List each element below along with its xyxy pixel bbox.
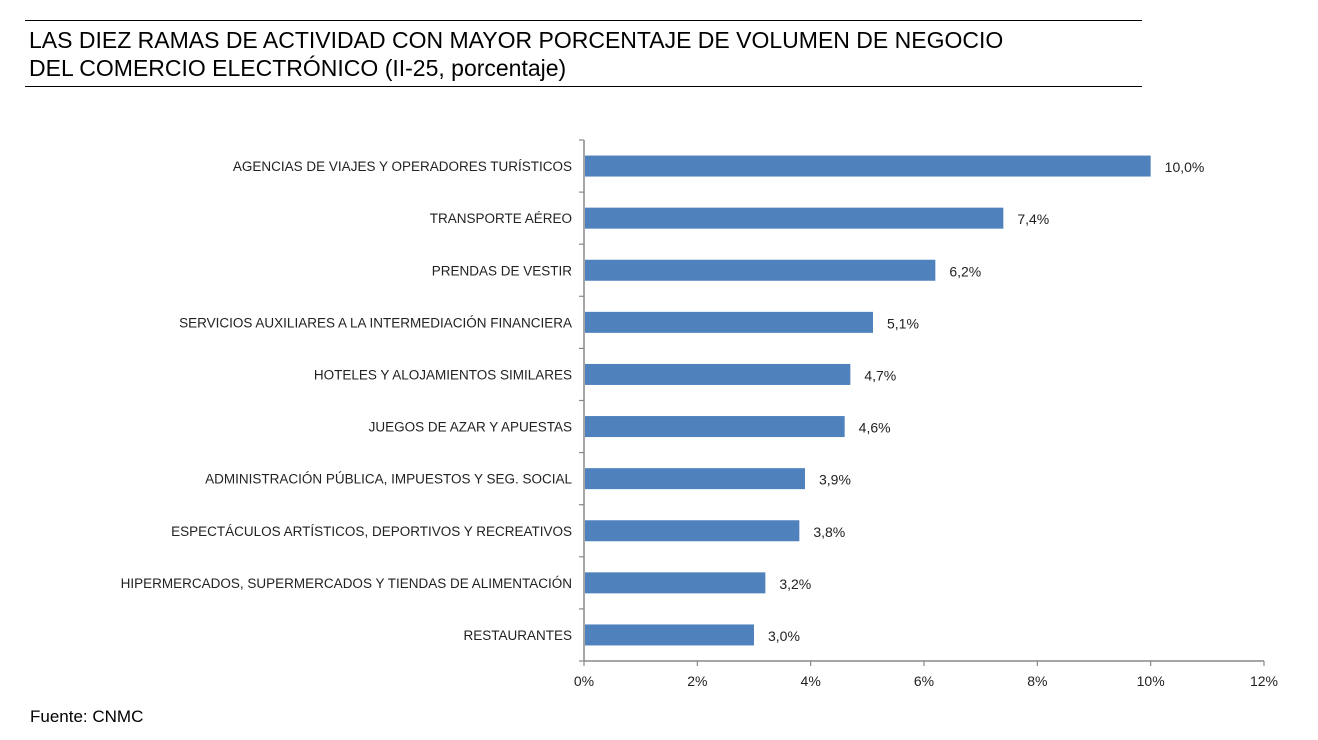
value-label: 4,7% bbox=[864, 367, 896, 383]
value-label: 3,9% bbox=[819, 472, 851, 488]
value-label: 5,1% bbox=[887, 315, 919, 331]
x-tick-label: 10% bbox=[1137, 673, 1165, 689]
title-top-rule bbox=[25, 20, 1142, 21]
bar bbox=[585, 624, 754, 646]
value-label: 3,8% bbox=[813, 524, 845, 540]
category-label: ADMINISTRACIÓN PÚBLICA, IMPUESTOS Y SEG.… bbox=[205, 472, 572, 487]
bar bbox=[585, 468, 805, 490]
category-label: JUEGOS DE AZAR Y APUESTAS bbox=[369, 420, 572, 435]
category-label: HIPERMERCADOS, SUPERMERCADOS Y TIENDAS D… bbox=[121, 576, 572, 591]
bar bbox=[585, 311, 873, 333]
chart-title-line-2: DEL COMERCIO ELECTRÓNICO (II-25, porcent… bbox=[29, 55, 567, 81]
value-label: 7,4% bbox=[1017, 211, 1049, 227]
category-label: AGENCIAS DE VIAJES Y OPERADORES TURÍSTIC… bbox=[233, 159, 572, 174]
value-label: 3,2% bbox=[779, 576, 811, 592]
source-note: Fuente: CNMC bbox=[30, 707, 144, 726]
chart-title-line-1: LAS DIEZ RAMAS DE ACTIVIDAD CON MAYOR PO… bbox=[29, 27, 1004, 53]
value-label: 10,0% bbox=[1165, 159, 1205, 175]
bar bbox=[585, 259, 936, 281]
x-tick-label: 6% bbox=[914, 673, 934, 689]
chart-title: LAS DIEZ RAMAS DE ACTIVIDAD CON MAYOR PO… bbox=[29, 26, 1139, 82]
bar bbox=[585, 520, 800, 542]
category-label: SERVICIOS AUXILIARES A LA INTERMEDIACIÓN… bbox=[179, 315, 572, 330]
bar bbox=[585, 207, 1004, 229]
category-label: PRENDAS DE VESTIR bbox=[432, 263, 573, 278]
category-label: HOTELES Y ALOJAMIENTOS SIMILARES bbox=[314, 367, 572, 382]
x-tick-label: 12% bbox=[1250, 673, 1278, 689]
bar bbox=[585, 363, 851, 385]
x-tick-label: 4% bbox=[801, 673, 821, 689]
bar bbox=[585, 572, 766, 594]
category-label: ESPECTÁCULOS ARTÍSTICOS, DEPORTIVOS Y RE… bbox=[171, 524, 572, 539]
value-label: 4,6% bbox=[859, 420, 891, 436]
x-tick-label: 2% bbox=[687, 673, 707, 689]
x-tick-label: 0% bbox=[574, 673, 594, 689]
category-label: RESTAURANTES bbox=[463, 628, 572, 643]
value-label: 3,0% bbox=[768, 628, 800, 644]
value-label: 6,2% bbox=[949, 263, 981, 279]
x-tick-label: 8% bbox=[1027, 673, 1047, 689]
bar bbox=[585, 416, 845, 438]
bar bbox=[585, 155, 1151, 177]
title-bottom-rule bbox=[25, 86, 1142, 87]
category-label: TRANSPORTE AÉREO bbox=[430, 211, 572, 226]
